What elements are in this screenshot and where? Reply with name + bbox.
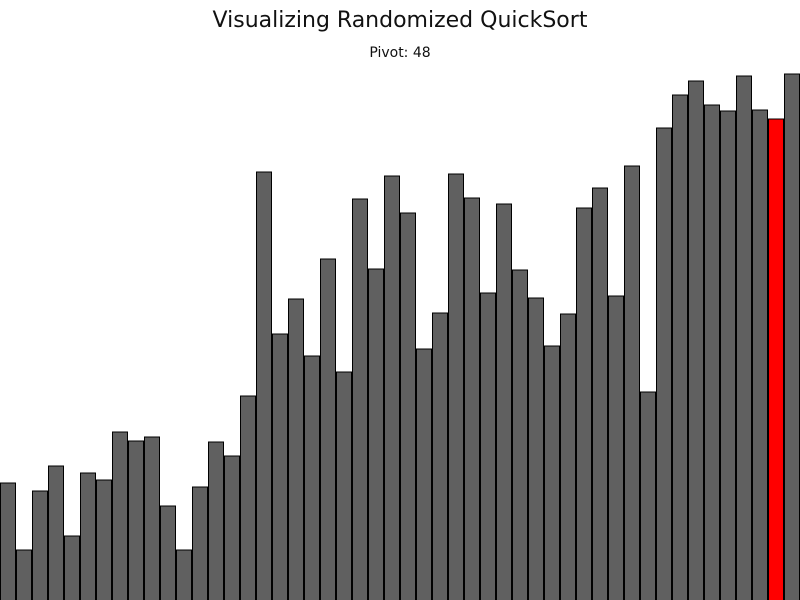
bar <box>448 173 464 600</box>
page-title: Visualizing Randomized QuickSort <box>212 8 588 33</box>
bar <box>576 207 592 600</box>
pivot-prefix: Pivot: <box>369 45 413 61</box>
bar <box>352 198 368 600</box>
bar <box>624 165 640 600</box>
bar <box>416 348 432 600</box>
bar <box>752 109 768 600</box>
bar <box>64 535 80 600</box>
bar <box>304 355 320 600</box>
bar <box>96 479 112 600</box>
bar <box>32 490 48 600</box>
pivot-label: Pivot: 48 <box>0 45 800 61</box>
bar <box>592 187 608 600</box>
bar <box>192 486 208 600</box>
bar <box>656 127 672 600</box>
bar <box>256 171 272 600</box>
bar <box>528 297 544 600</box>
pivot-value: 48 <box>412 45 431 61</box>
bar <box>128 440 144 600</box>
bar <box>736 75 752 600</box>
bar <box>432 312 448 600</box>
bar <box>720 110 736 600</box>
bar <box>112 431 128 600</box>
bar <box>384 175 400 600</box>
bar <box>336 371 352 600</box>
bar <box>784 73 800 600</box>
bar <box>0 482 16 600</box>
bar <box>48 465 64 600</box>
bar <box>480 292 496 600</box>
bar <box>608 295 624 600</box>
bar <box>704 104 720 600</box>
bar <box>400 212 416 600</box>
bar <box>320 258 336 600</box>
bar <box>544 345 560 600</box>
bar <box>16 549 32 600</box>
bar <box>272 333 288 600</box>
bar <box>464 197 480 600</box>
pivot-bar <box>768 118 784 600</box>
bar <box>224 455 240 600</box>
bar <box>496 203 512 600</box>
bar <box>672 94 688 600</box>
bar <box>176 549 192 600</box>
bar <box>368 268 384 600</box>
bar <box>640 391 656 600</box>
bar <box>288 298 304 600</box>
bar <box>144 436 160 600</box>
bar <box>80 472 96 600</box>
bar <box>560 313 576 600</box>
bar <box>240 395 256 600</box>
bar <box>160 505 176 600</box>
bar <box>688 80 704 600</box>
bar <box>208 441 224 600</box>
bar <box>512 269 528 600</box>
